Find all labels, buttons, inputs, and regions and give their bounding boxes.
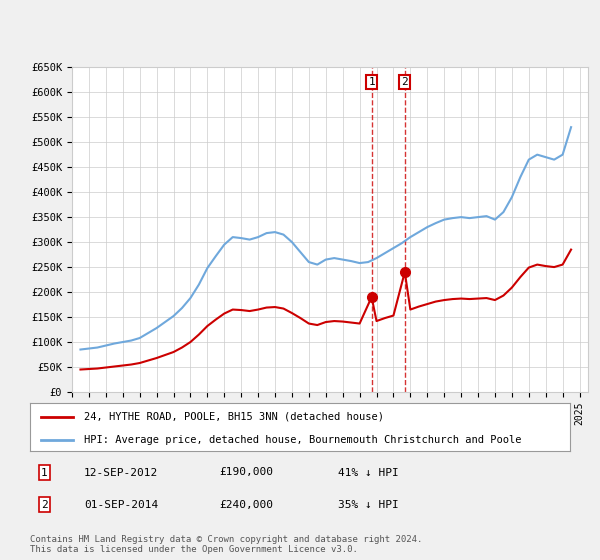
Text: 2: 2 <box>401 77 408 87</box>
Text: 1: 1 <box>41 468 47 478</box>
Text: 1: 1 <box>368 77 375 87</box>
Text: HPI: Average price, detached house, Bournemouth Christchurch and Poole: HPI: Average price, detached house, Bour… <box>84 435 521 445</box>
Text: 2: 2 <box>41 500 47 510</box>
Text: £240,000: £240,000 <box>219 500 273 510</box>
Text: Contains HM Land Registry data © Crown copyright and database right 2024.
This d: Contains HM Land Registry data © Crown c… <box>30 535 422 554</box>
Text: 12-SEP-2012: 12-SEP-2012 <box>84 468 158 478</box>
Text: 01-SEP-2014: 01-SEP-2014 <box>84 500 158 510</box>
Text: £190,000: £190,000 <box>219 468 273 478</box>
Text: 24, HYTHE ROAD, POOLE, BH15 3NN (detached house): 24, HYTHE ROAD, POOLE, BH15 3NN (detache… <box>84 412 384 422</box>
Text: 41% ↓ HPI: 41% ↓ HPI <box>338 468 398 478</box>
Text: 35% ↓ HPI: 35% ↓ HPI <box>338 500 398 510</box>
